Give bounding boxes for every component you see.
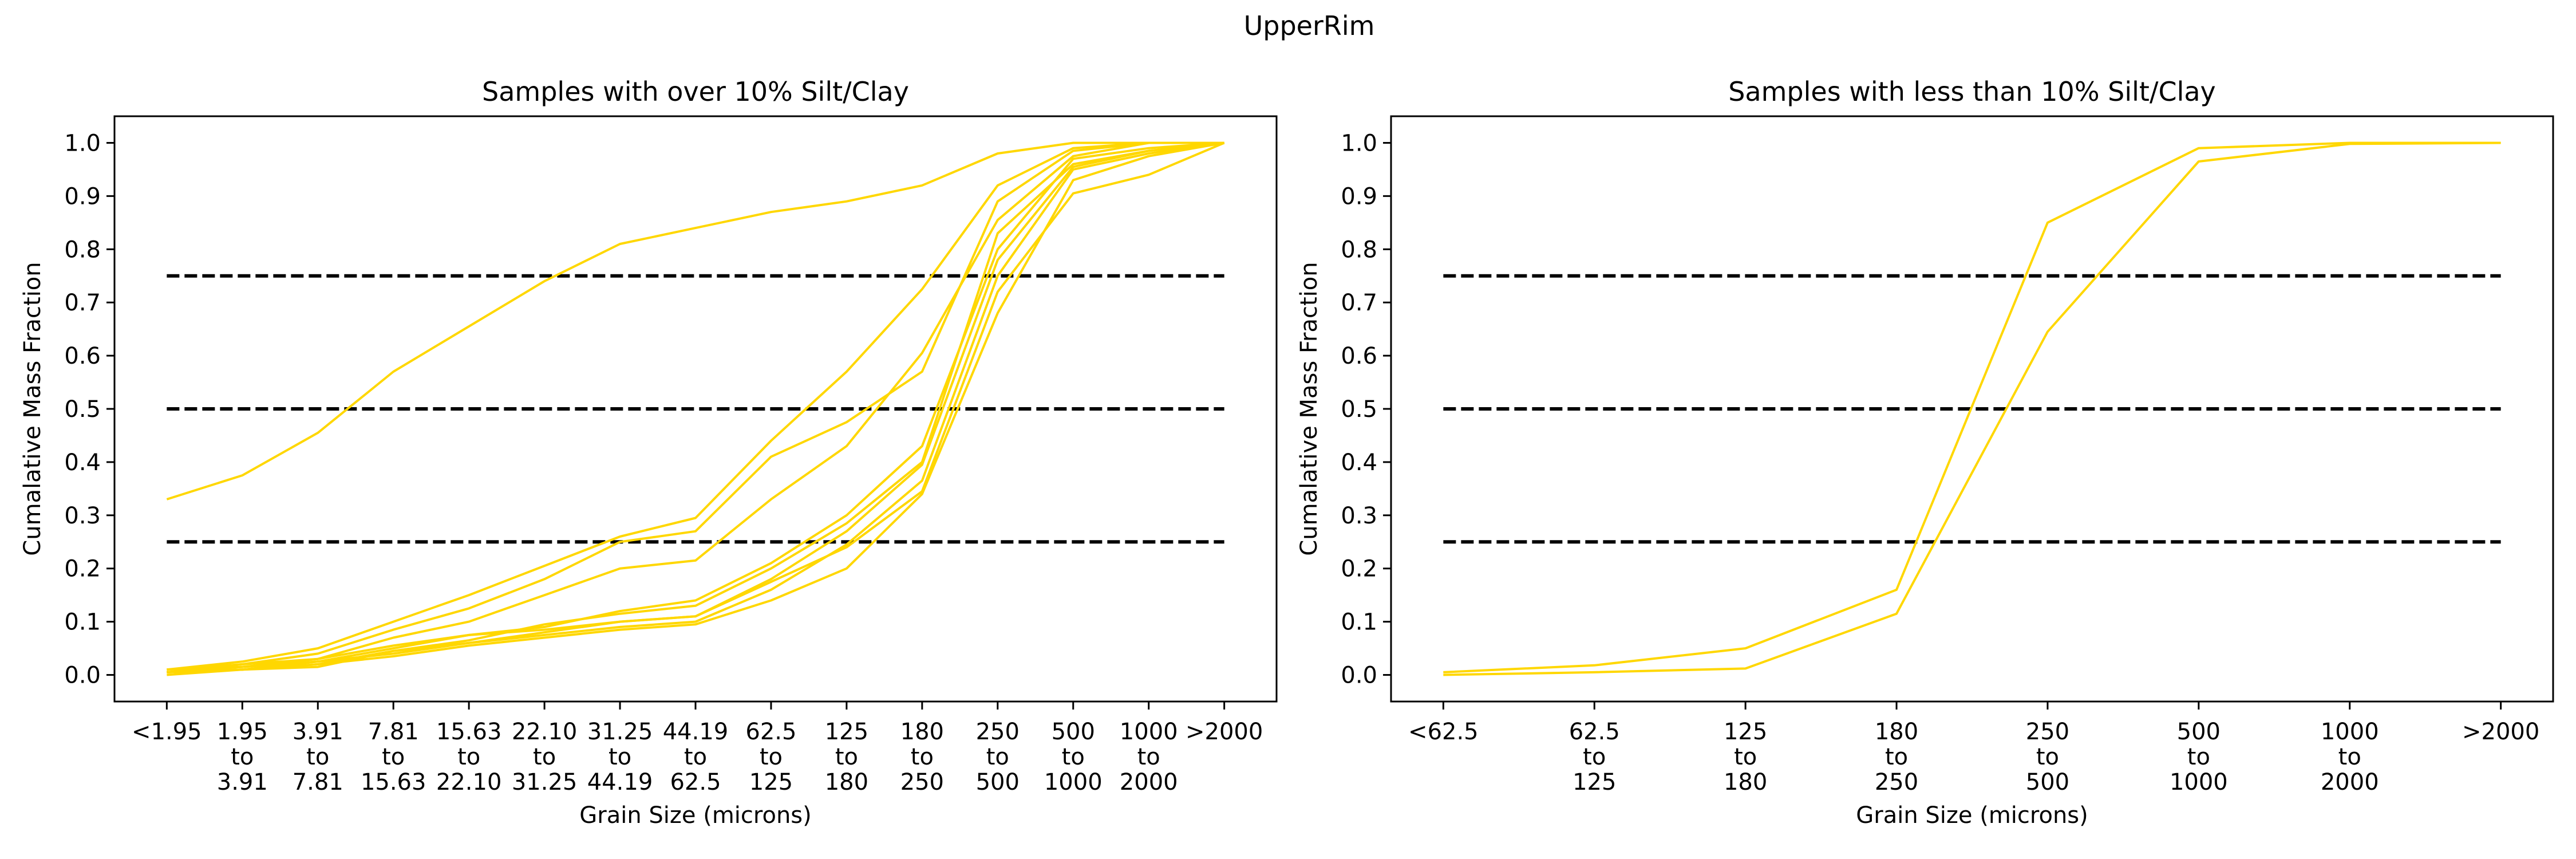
x-tick-label: <62.5 <box>1408 719 1479 745</box>
series-line <box>1443 141 2501 673</box>
x-tick-label: 125 to 180 <box>825 719 868 795</box>
x-tick-label: 22.10 to 31.25 <box>512 719 578 795</box>
y-tick-label: 0.7 <box>1341 290 1377 316</box>
y-tick-label: 0.5 <box>1341 396 1377 423</box>
x-tick-label: 500 to 1000 <box>2170 719 2228 795</box>
y-tick-label: 0.2 <box>1341 556 1377 582</box>
x-tick-label: 15.63 to 22.10 <box>436 719 502 795</box>
y-tick-label: 0.5 <box>64 396 101 423</box>
x-tick-label: 1000 to 2000 <box>2321 719 2379 795</box>
x-tick-label: 31.25 to 44.19 <box>587 719 653 795</box>
y-tick-label: 0.0 <box>1341 663 1377 689</box>
series-line <box>167 141 1224 673</box>
plot-frame <box>1390 115 2554 703</box>
y-axis-label: Cumalative Mass Fraction <box>1296 262 1322 555</box>
x-tick-label: 250 to 500 <box>976 719 1020 795</box>
series-line <box>167 141 1224 673</box>
plot-frame <box>113 115 1278 703</box>
x-tick-label: 3.91 to 7.81 <box>293 719 343 795</box>
x-tick-label: 62.5 to 125 <box>745 719 796 795</box>
x-axis-label: Grain Size (microns) <box>579 802 811 829</box>
y-tick-label: 0.8 <box>1341 237 1377 263</box>
y-tick-label: 0.1 <box>1341 609 1377 636</box>
y-tick-label: 1.0 <box>64 130 101 156</box>
x-tick-label: 7.81 to 15.63 <box>361 719 426 795</box>
y-tick-label: 1.0 <box>1341 130 1377 156</box>
y-tick-label: 0.1 <box>64 609 101 636</box>
x-tick-label: 1.95 to 3.91 <box>217 719 268 795</box>
figure-title: UpperRim <box>1244 10 1375 41</box>
x-tick-label: 250 to 500 <box>2026 719 2069 795</box>
x-tick-label: 500 to 1000 <box>1044 719 1103 795</box>
x-tick-label: 125 to 180 <box>1724 719 1767 795</box>
x-tick-label: <1.95 <box>132 719 202 745</box>
y-axis-label: Cumalative Mass Fraction <box>19 262 46 555</box>
y-tick-label: 0.4 <box>64 450 101 476</box>
series-line <box>167 141 1224 671</box>
series-line <box>1443 141 2501 676</box>
y-tick-label: 0.9 <box>1341 183 1377 210</box>
x-tick-label: 62.5 to 125 <box>1569 719 1620 795</box>
series-line <box>167 141 1224 671</box>
y-tick-label: 0.7 <box>64 290 101 316</box>
series-line <box>167 141 1225 671</box>
y-tick-label: 0.4 <box>1341 450 1377 476</box>
chart-title: Samples with over 10% Silt/Clay <box>482 76 909 107</box>
x-tick-label: >2000 <box>2462 719 2539 745</box>
x-axis-label: Grain Size (microns) <box>1856 802 2088 829</box>
y-tick-label: 0.0 <box>64 663 101 689</box>
y-tick-label: 0.6 <box>64 343 101 369</box>
y-tick-label: 0.3 <box>64 503 101 529</box>
y-tick-label: 0.9 <box>64 183 101 210</box>
x-tick-label: 44.19 to 62.5 <box>663 719 729 795</box>
chart-title: Samples with less than 10% Silt/Clay <box>1728 76 2216 107</box>
x-tick-label: 180 to 250 <box>900 719 944 795</box>
x-tick-label: >2000 <box>1186 719 1263 745</box>
chart-panel-under-10-percent: Samples with less than 10% Silt/Clay 0.0 0… <box>1296 76 2554 829</box>
y-tick-label: 0.8 <box>64 237 101 263</box>
y-tick-label: 0.2 <box>64 556 101 582</box>
x-tick-label: 1000 to 2000 <box>1120 719 1178 795</box>
y-tick-label: 0.3 <box>1341 503 1377 529</box>
chart-panel-over-10-percent: Samples with over 10% Silt/Clay 0.0 0.1 0.2… <box>19 76 1278 829</box>
y-tick-label: 0.6 <box>1341 343 1377 369</box>
x-tick-label: 180 to 250 <box>1875 719 1918 795</box>
series-line <box>167 141 1224 673</box>
series-line <box>166 141 1224 501</box>
